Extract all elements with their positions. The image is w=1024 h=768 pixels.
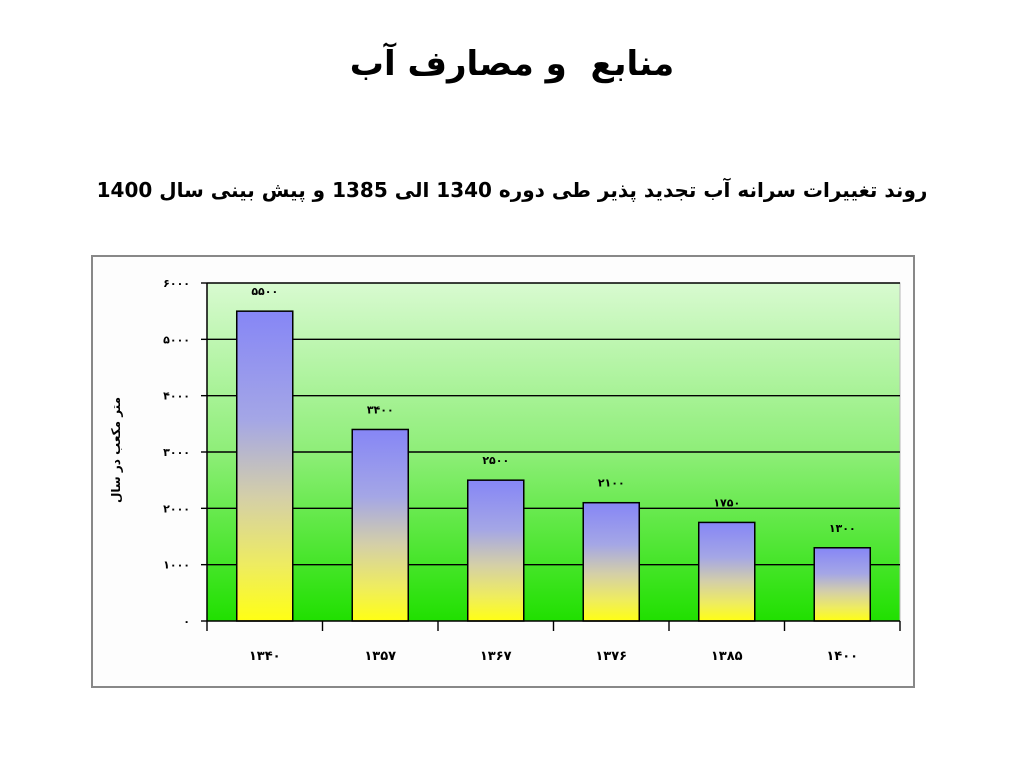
- y-tick-label: ۵۰۰۰: [163, 333, 190, 346]
- data-label: ۲۵۰۰: [482, 454, 509, 467]
- bars: [235, 310, 872, 622]
- y-tick-label: ۳۰۰۰: [163, 446, 190, 459]
- y-tick-label: ۲۰۰۰: [163, 502, 190, 515]
- bar-5: [697, 521, 756, 622]
- slide-title: منابع و مصارف آب: [349, 44, 675, 84]
- y-tick-label: ۴۰۰۰: [163, 390, 190, 403]
- bar-3: [466, 479, 525, 622]
- y-axis-label: متر مکعب در سال: [109, 397, 123, 503]
- bar-1: [235, 310, 294, 622]
- data-label: ۵۵۰۰: [251, 285, 278, 298]
- data-label: ۱۷۵۰: [713, 496, 740, 509]
- bar-4: [582, 501, 641, 622]
- y-tick-label: ۰: [183, 615, 190, 628]
- x-tick-label: ۱۳۴۰: [249, 649, 281, 664]
- data-label: ۲۱۰۰: [598, 477, 625, 490]
- slide-subtitle: روند تغییرات سرانه آب تجدید پذیر طی دوره…: [96, 178, 928, 202]
- x-tick-label: ۱۴۰۰: [826, 649, 858, 664]
- y-tick-label: ۶۰۰۰: [163, 277, 190, 290]
- bar-6: [813, 547, 872, 622]
- x-tick-label: ۱۳۷۶: [595, 649, 627, 664]
- axes: [201, 282, 901, 631]
- x-tick-label: ۱۳۸۵: [711, 649, 743, 664]
- gridlines: [207, 282, 900, 566]
- data-label: ۳۴۰۰: [367, 403, 394, 416]
- data-label: ۱۳۰۰: [829, 522, 856, 535]
- x-tick-label: ۱۳۶۷: [480, 649, 512, 664]
- bar-2: [351, 428, 410, 622]
- x-tick-label: ۱۳۵۷: [364, 649, 396, 664]
- labels: ۵۵۰۰ ۱۳۴۰ ۳۴۰۰ ۱۳۵۷ ۲۵۰۰ ۱۳۶۷ ۲۱۰۰ ۱۳۷۶ ۱۷۵۰ ۱۳۸۵…: [163, 277, 858, 664]
- y-tick-label: ۱۰۰۰: [163, 559, 190, 572]
- bar-chart: ۵۵۰۰ ۱۳۴۰ ۳۴۰۰ ۱۳۵۷ ۲۵۰۰ ۱۳۶۷ ۲۱۰۰ ۱۳۷۶ ۱۷۵۰ ۱۳۸۵…: [91, 255, 915, 688]
